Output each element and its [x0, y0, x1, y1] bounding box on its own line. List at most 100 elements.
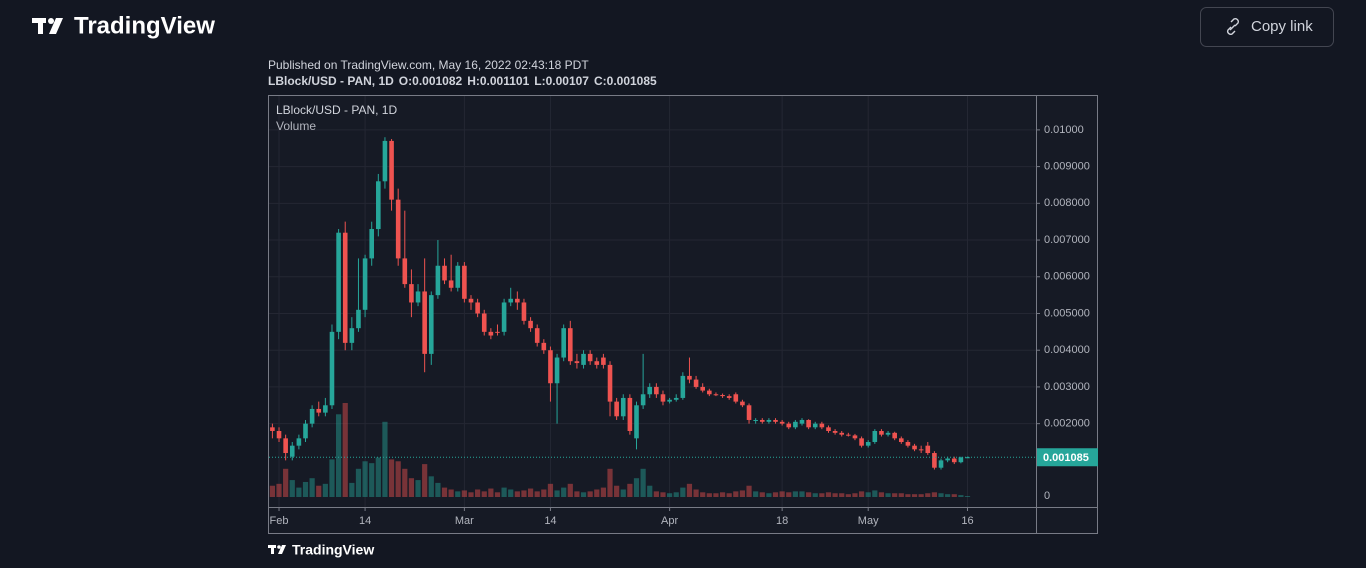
copy-link-button[interactable]: [1200, 7, 1334, 47]
volume-bar: [898, 493, 904, 497]
candle-body: [779, 421, 785, 424]
volume-bar: [673, 492, 679, 497]
candle-body: [495, 331, 500, 333]
ohlc-value: 0.001082: [412, 74, 462, 88]
candle-body: [548, 350, 553, 384]
published: Published on TradingView.com, May 16, 20…: [268, 58, 589, 72]
volume-bar: [514, 491, 520, 497]
candle-body: [812, 423, 818, 428]
volume-bar: [488, 488, 494, 497]
candle-body: [409, 284, 414, 303]
volume-bar: [872, 490, 878, 497]
candle-body: [561, 328, 566, 358]
candle-body: [323, 405, 328, 413]
candle-body: [614, 401, 619, 417]
volume-bar: [302, 481, 309, 497]
candle-body: [680, 375, 686, 398]
volume-bar: [620, 489, 626, 497]
volume-bar: [349, 482, 355, 497]
volume-bar: [719, 492, 726, 497]
volume-bar: [772, 492, 779, 497]
volume-bar: [527, 488, 534, 497]
volume-bar: [455, 491, 461, 497]
volume-bar: [779, 491, 785, 497]
volume-bar: [858, 491, 865, 497]
volume-tick-label: 0: [1044, 490, 1050, 502]
ohlc-key: O:: [399, 74, 412, 88]
volume-bar: [713, 493, 719, 497]
candle-body: [634, 405, 639, 439]
volume-bar: [508, 489, 514, 497]
volume-bar: [925, 493, 931, 497]
ohlc-key: L:: [534, 74, 545, 88]
volume-bar: [342, 403, 348, 497]
volume-bar: [806, 492, 812, 497]
copy-link-label[interactable]: Copy link: [1251, 18, 1313, 35]
volume-bar: [316, 485, 322, 497]
candle-body: [528, 320, 533, 329]
candle-body: [376, 181, 381, 230]
volume-bar: [422, 464, 428, 497]
volume-bar: [355, 468, 362, 497]
volume-bar: [276, 483, 282, 497]
candle-body: [660, 394, 666, 402]
candle-body: [647, 386, 653, 395]
y-tick-label: 0.007000: [1044, 234, 1090, 246]
volume-bar: [309, 478, 315, 497]
volume-bar: [415, 480, 421, 497]
plot: 0.002000 0.003000 0.004000 0.005000 0.006000…: [269, 96, 1098, 527]
volume-bar: [329, 459, 335, 497]
volume-bar: [395, 461, 401, 497]
volume-bar: [382, 421, 388, 497]
candle-body: [515, 298, 520, 303]
volume-bar: [759, 492, 765, 497]
candle-body: [415, 291, 421, 303]
footer-logo-icon: [268, 545, 286, 554]
volume-bar: [362, 461, 368, 497]
volume-bar: [289, 480, 295, 497]
volume-bar: [375, 457, 381, 497]
volume-bar: [733, 491, 739, 497]
candle-body: [508, 298, 514, 303]
symbol: LBlock/USD - PAN, 1D: [268, 74, 394, 88]
volume-bar: [878, 492, 885, 497]
volume-bar: [753, 491, 759, 497]
volume-bar: [369, 463, 375, 497]
candle-body: [402, 258, 408, 285]
volume-bar: [554, 490, 560, 497]
volume-bar: [938, 493, 944, 497]
volume-bar: [746, 485, 752, 497]
candle-body: [852, 435, 858, 439]
logo-icon: [32, 18, 63, 34]
volume-bar: [799, 491, 805, 497]
candle-body: [336, 232, 341, 332]
volume-bar: [825, 492, 832, 497]
candle-body: [316, 408, 322, 413]
volume-bar: [865, 492, 871, 497]
volume-bar: [441, 487, 448, 497]
volume-bar: [468, 492, 474, 497]
candle-body: [759, 419, 765, 422]
volume-bar: [812, 493, 818, 497]
volume-bar: [839, 493, 845, 497]
volume-bar: [534, 491, 540, 497]
volume-bar: [700, 492, 706, 497]
volume-bar: [547, 483, 554, 497]
candle-body: [806, 419, 811, 428]
pane-symbol: LBlock/USD - PAN, 1D: [276, 103, 397, 117]
ohlc-value: 0.00107: [546, 74, 590, 88]
volume-bar: [905, 494, 911, 497]
candle-body: [846, 434, 851, 436]
volume-bar: [686, 483, 693, 497]
candle-body: [601, 357, 606, 365]
volume-bar: [892, 493, 898, 497]
candle-body: [448, 280, 454, 288]
ohlc-value: 0.001085: [607, 74, 657, 88]
ohlc-value: 0.001101: [480, 74, 530, 88]
volume-bar: [792, 491, 798, 497]
candle-body: [296, 438, 302, 446]
ohlc-header: LBlock/USD - PAN, 1D O:0.001082 H:0.001101…: [268, 74, 657, 88]
candle-body: [422, 291, 427, 354]
candle-body: [654, 386, 659, 395]
